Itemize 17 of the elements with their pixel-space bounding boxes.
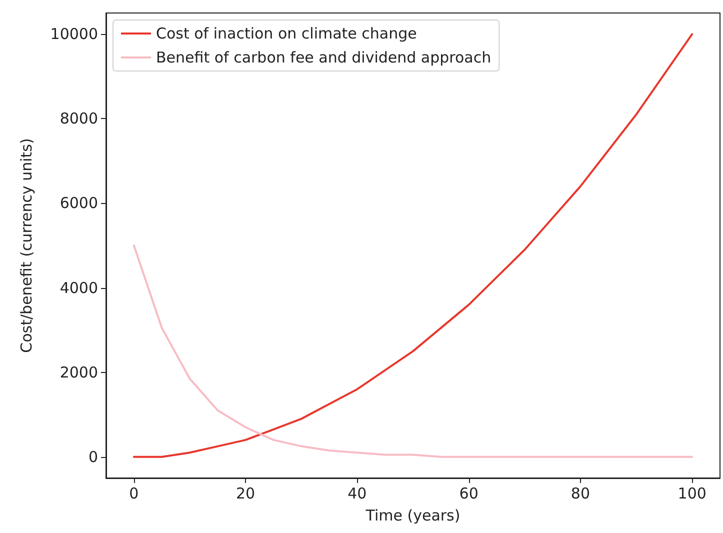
- x-tick-label: 20: [236, 484, 256, 502]
- legend-label: Cost of inaction on climate change: [156, 24, 417, 42]
- legend-label: Benefit of carbon fee and dividend approach: [156, 48, 492, 66]
- y-tick-label: 10000: [50, 25, 98, 44]
- x-tick-label: 100: [678, 484, 706, 502]
- y-tick-label: 4000: [60, 278, 98, 297]
- line-series: [132, 244, 694, 458]
- y-tick-label: 0: [88, 448, 98, 466]
- y-tick-label: 2000: [60, 363, 98, 382]
- y-axis-title: Cost/benefit (currency units): [18, 138, 36, 353]
- y-tick-label: 6000: [60, 194, 98, 212]
- x-tick-label: 40: [348, 484, 367, 502]
- x-axis-title: Time (years): [364, 506, 460, 524]
- x-tick-label: 0: [129, 484, 139, 502]
- x-tick-label: 80: [570, 484, 590, 502]
- x-tick-label: 60: [459, 484, 478, 502]
- y-tick-label: 8000: [60, 110, 98, 128]
